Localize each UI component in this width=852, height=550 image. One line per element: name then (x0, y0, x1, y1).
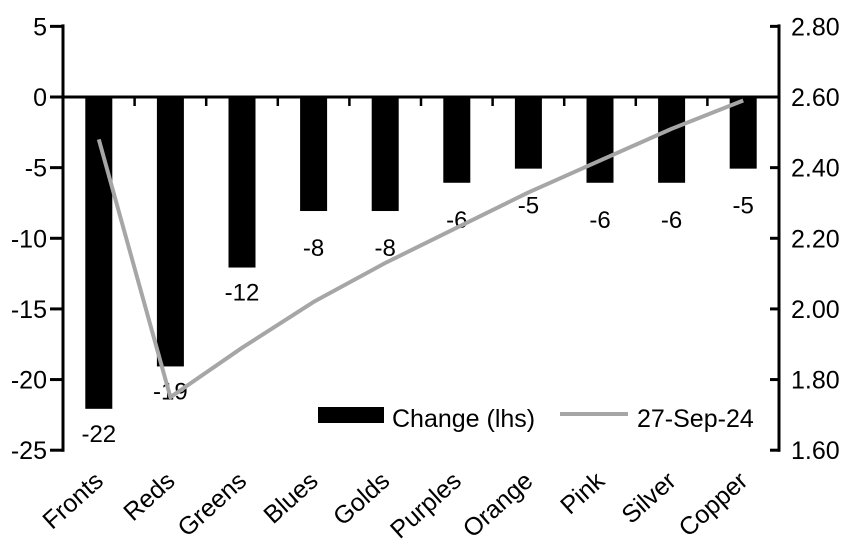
right-axis-tick-label: 1.60 (791, 437, 840, 465)
x-axis-label-silver: Silver (616, 467, 681, 530)
left-axis-tick-label: -5 (25, 155, 47, 183)
bar-data-label: -5 (733, 193, 754, 220)
bar-data-label: -22 (81, 421, 116, 448)
bar-orange (514, 98, 542, 169)
bar-copper (729, 98, 757, 169)
legend-label-change: Change (lhs) (392, 405, 535, 433)
bar-fronts (85, 98, 113, 409)
left-axis-tick-label: -15 (11, 296, 47, 324)
right-axis-tick-label: 2.80 (791, 13, 840, 41)
bar-silver (658, 98, 686, 183)
x-axis-label-reds: Reds (118, 467, 180, 527)
left-axis-tick-label: -20 (11, 367, 47, 395)
bar-blues (300, 98, 328, 212)
bar-data-label: -5 (518, 193, 539, 220)
right-axis-tick-label: 2.60 (791, 84, 840, 112)
left-axis-tick-label: -10 (11, 225, 47, 253)
left-axis-tick-label: 0 (33, 84, 47, 112)
left-axis-tick-label: -25 (11, 437, 47, 465)
right-axis-tick-label: 2.40 (791, 155, 840, 183)
x-axis-label-orange: Orange (458, 467, 539, 544)
left-axis-tick-label: 5 (33, 13, 47, 41)
x-axis-label-blues: Blues (258, 467, 323, 530)
legend-label-date: 27-Sep-24 (637, 405, 754, 433)
legend-bar-swatch (318, 407, 384, 423)
x-axis-label-greens: Greens (172, 467, 252, 543)
right-axis-tick-label: 1.80 (791, 367, 840, 395)
bar-data-label: -12 (225, 280, 260, 307)
x-axis-label-copper: Copper (674, 467, 754, 543)
line-series (96, 98, 744, 400)
bar-pink (586, 98, 614, 183)
bar-purples (443, 98, 471, 183)
bar-reds (156, 98, 184, 367)
chart-legend: Change (lhs) 27-Sep-24 (318, 405, 754, 433)
x-axis-label-purples: Purples (385, 467, 467, 545)
plot-layer: 5 2.80 0 2.60 -5 2.40 -10 2.20 -15 2.00 -20 1.80 -25… (11, 13, 840, 544)
bar-data-label: -8 (303, 235, 324, 262)
bar-data-label: -6 (589, 207, 610, 234)
bar-greens (228, 98, 256, 268)
right-axis-tick-label: 2.20 (791, 225, 840, 253)
x-axis-label-pink: Pink (555, 466, 610, 520)
x-axis-label-golds: Golds (328, 467, 395, 532)
right-axis-tick-label: 2.00 (791, 296, 840, 324)
x-axis-label-fronts: Fronts (37, 467, 108, 535)
bar-data-label: -8 (375, 235, 396, 262)
bar-data-label: -6 (661, 207, 682, 234)
bar-golds (371, 98, 399, 212)
